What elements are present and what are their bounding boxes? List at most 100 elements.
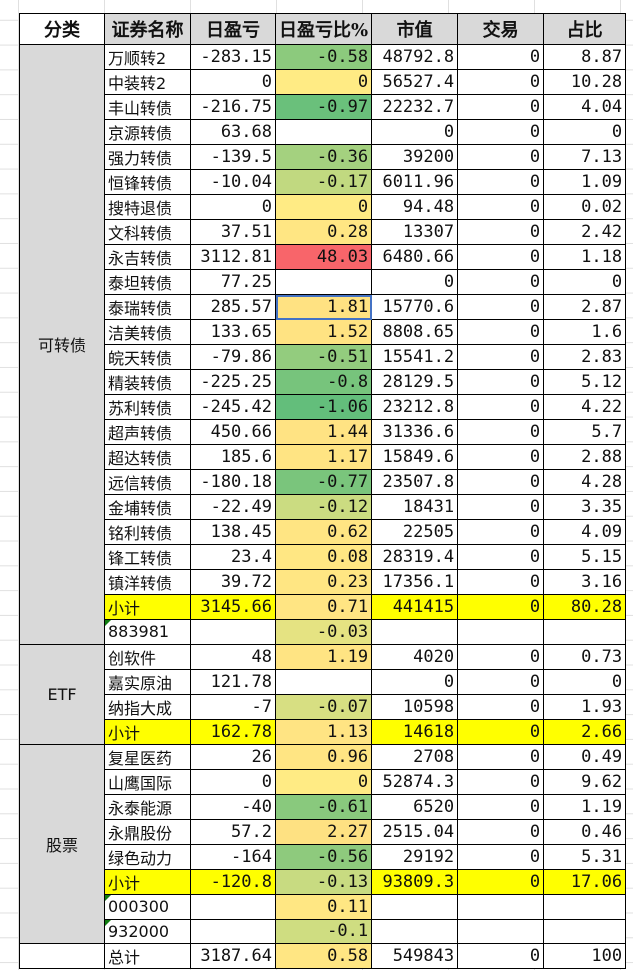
- daily-pnl-pct-cell[interactable]: 48.03: [274, 244, 373, 270]
- column-header[interactable]: 交易: [457, 13, 545, 45]
- daily-pnl-cell[interactable]: -180.18: [190, 469, 276, 495]
- daily-pnl-cell[interactable]: 77.25: [190, 269, 276, 295]
- daily-pnl-pct-cell[interactable]: -0.8: [274, 369, 373, 395]
- weight-cell[interactable]: 0: [543, 119, 627, 145]
- daily-pnl-cell[interactable]: 63.68: [190, 119, 276, 145]
- security-name-cell[interactable]: 中装转2: [104, 69, 191, 95]
- daily-pnl-cell[interactable]: -283.15: [190, 44, 276, 70]
- weight-cell[interactable]: [543, 893, 627, 920]
- market-value-cell[interactable]: [371, 619, 459, 645]
- trade-cell[interactable]: 0: [457, 569, 545, 595]
- security-name-cell[interactable]: 总计: [104, 943, 191, 970]
- daily-pnl-cell[interactable]: -40: [190, 793, 276, 820]
- daily-pnl-pct-cell[interactable]: [274, 668, 373, 695]
- daily-pnl-pct-cell[interactable]: 0.71: [274, 594, 373, 620]
- market-value-cell[interactable]: 0: [371, 119, 459, 145]
- market-value-cell[interactable]: 52874.3: [371, 768, 459, 795]
- trade-cell[interactable]: 0: [457, 793, 545, 820]
- weight-cell[interactable]: 5.7: [543, 419, 627, 445]
- column-header[interactable]: 日盈亏比%: [274, 13, 373, 45]
- market-value-cell[interactable]: 0: [371, 668, 459, 695]
- security-name-cell[interactable]: 远信转债: [104, 469, 191, 495]
- market-value-cell[interactable]: 48792.8: [371, 44, 459, 70]
- daily-pnl-cell[interactable]: [190, 918, 276, 945]
- security-name-cell[interactable]: 京源转债: [104, 119, 191, 145]
- daily-pnl-pct-cell[interactable]: -1.06: [274, 394, 373, 420]
- daily-pnl-pct-cell[interactable]: 0.28: [274, 219, 373, 245]
- security-name-cell[interactable]: 恒锋转债: [104, 169, 191, 195]
- market-value-cell[interactable]: 2515.04: [371, 818, 459, 845]
- trade-cell[interactable]: 0: [457, 594, 545, 620]
- security-name-cell[interactable]: 锋工转债: [104, 544, 191, 570]
- market-value-cell[interactable]: 15849.6: [371, 444, 459, 470]
- trade-cell[interactable]: 0: [457, 119, 545, 145]
- daily-pnl-pct-cell[interactable]: [274, 269, 373, 295]
- market-value-cell[interactable]: 29192: [371, 843, 459, 870]
- trade-cell[interactable]: 0: [457, 319, 545, 345]
- trade-cell[interactable]: 0: [457, 868, 545, 895]
- daily-pnl-cell[interactable]: 450.66: [190, 419, 276, 445]
- market-value-cell[interactable]: 28129.5: [371, 369, 459, 395]
- category-cell[interactable]: 股票: [19, 743, 105, 945]
- weight-cell[interactable]: [543, 918, 627, 945]
- category-cell[interactable]: 可转债: [19, 44, 105, 645]
- daily-pnl-cell[interactable]: -7: [190, 693, 276, 720]
- daily-pnl-cell[interactable]: 57.2: [190, 818, 276, 845]
- market-value-cell[interactable]: 6520: [371, 793, 459, 820]
- security-name-cell[interactable]: 万顺转2: [104, 44, 191, 70]
- daily-pnl-pct-cell[interactable]: -0.13: [274, 868, 373, 895]
- trade-cell[interactable]: 0: [457, 344, 545, 370]
- weight-cell[interactable]: 3.16: [543, 569, 627, 595]
- security-name-cell[interactable]: 小计: [104, 594, 191, 620]
- trade-cell[interactable]: 0: [457, 294, 545, 320]
- weight-cell[interactable]: 4.09: [543, 519, 627, 545]
- market-value-cell[interactable]: 56527.4: [371, 69, 459, 95]
- weight-cell[interactable]: 2.83: [543, 344, 627, 370]
- daily-pnl-pct-cell[interactable]: 2.27: [274, 818, 373, 845]
- trade-cell[interactable]: 0: [457, 369, 545, 395]
- daily-pnl-pct-cell[interactable]: 0: [274, 69, 373, 95]
- daily-pnl-pct-cell[interactable]: -0.51: [274, 344, 373, 370]
- trade-cell[interactable]: 0: [457, 643, 545, 670]
- market-value-cell[interactable]: [371, 918, 459, 945]
- daily-pnl-cell[interactable]: 23.4: [190, 544, 276, 570]
- daily-pnl-cell[interactable]: -245.42: [190, 394, 276, 420]
- daily-pnl-pct-cell[interactable]: 0.58: [274, 943, 373, 970]
- daily-pnl-pct-cell[interactable]: 1.44: [274, 419, 373, 445]
- trade-cell[interactable]: 0: [457, 943, 545, 970]
- weight-cell[interactable]: 4.28: [543, 469, 627, 495]
- daily-pnl-pct-cell[interactable]: -0.56: [274, 843, 373, 870]
- daily-pnl-cell[interactable]: -225.25: [190, 369, 276, 395]
- weight-cell[interactable]: [543, 619, 627, 645]
- market-value-cell[interactable]: 15541.2: [371, 344, 459, 370]
- category-cell[interactable]: [19, 943, 105, 970]
- column-header[interactable]: 分类: [19, 13, 105, 45]
- daily-pnl-pct-cell[interactable]: 0: [274, 194, 373, 220]
- trade-cell[interactable]: 0: [457, 494, 545, 520]
- weight-cell[interactable]: 80.28: [543, 594, 627, 620]
- weight-cell[interactable]: 0: [543, 269, 627, 295]
- market-value-cell[interactable]: 94.48: [371, 194, 459, 220]
- market-value-cell[interactable]: 4020: [371, 643, 459, 670]
- security-name-cell[interactable]: 000300: [104, 893, 191, 920]
- market-value-cell[interactable]: 14618: [371, 718, 459, 745]
- weight-cell[interactable]: 7.13: [543, 144, 627, 170]
- weight-cell[interactable]: 2.88: [543, 444, 627, 470]
- trade-cell[interactable]: 0: [457, 544, 545, 570]
- weight-cell[interactable]: 0.49: [543, 743, 627, 770]
- daily-pnl-pct-cell[interactable]: 0.23: [274, 569, 373, 595]
- daily-pnl-cell[interactable]: 162.78: [190, 718, 276, 745]
- trade-cell[interactable]: 0: [457, 519, 545, 545]
- daily-pnl-pct-cell[interactable]: -0.36: [274, 144, 373, 170]
- weight-cell[interactable]: 0.46: [543, 818, 627, 845]
- weight-cell[interactable]: 8.87: [543, 44, 627, 70]
- weight-cell[interactable]: 3.35: [543, 494, 627, 520]
- weight-cell[interactable]: 9.62: [543, 768, 627, 795]
- weight-cell[interactable]: 17.06: [543, 868, 627, 895]
- weight-cell[interactable]: 2.42: [543, 219, 627, 245]
- weight-cell[interactable]: 1.6: [543, 319, 627, 345]
- security-name-cell[interactable]: 绿色动力: [104, 843, 191, 870]
- trade-cell[interactable]: 0: [457, 44, 545, 70]
- daily-pnl-pct-cell[interactable]: 1.17: [274, 444, 373, 470]
- daily-pnl-cell[interactable]: 121.78: [190, 668, 276, 695]
